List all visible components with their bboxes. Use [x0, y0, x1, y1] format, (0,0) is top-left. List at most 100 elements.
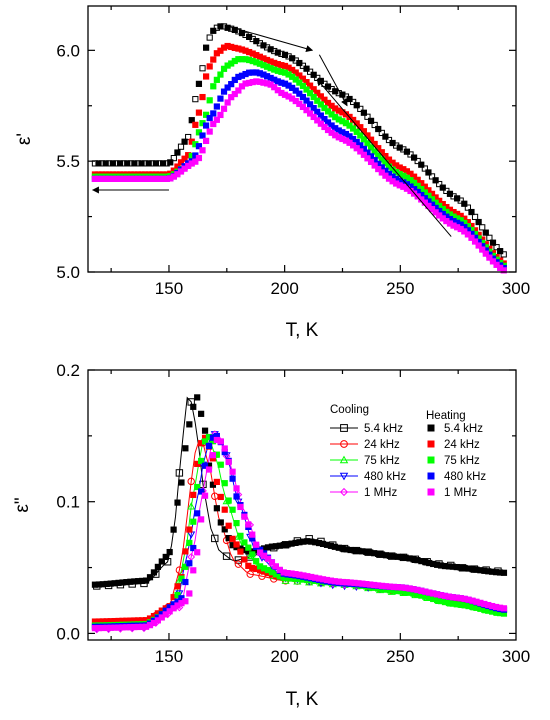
data-point	[367, 158, 375, 166]
data-point	[192, 96, 199, 103]
permittivity-imag-chart: 150 200 250 300 0.0 0.1 0.2 T, K ε" Cooling Heatin…	[12, 361, 530, 710]
data-point	[206, 63, 213, 70]
data-point	[299, 103, 307, 111]
x-tick-label: 150	[155, 647, 183, 666]
data-point	[385, 156, 393, 163]
data-point	[468, 234, 475, 241]
data-point	[360, 136, 367, 143]
data-point	[124, 160, 131, 167]
series-9	[91, 436, 508, 632]
data-point	[425, 169, 432, 176]
data-point	[206, 97, 213, 104]
x-axis-title: T, K	[286, 689, 319, 710]
y-tick-label: 5.0	[56, 263, 80, 282]
data-point	[306, 82, 314, 89]
legend-marker	[427, 488, 435, 496]
data-point	[321, 116, 328, 123]
data-point	[199, 65, 206, 72]
data-point	[364, 113, 371, 120]
data-point	[195, 129, 203, 136]
data-point	[217, 519, 224, 526]
data-point	[246, 33, 253, 40]
legend-label: 1 MHz	[364, 487, 397, 499]
data-point	[306, 101, 314, 108]
data-point	[500, 267, 507, 274]
data-point	[201, 438, 209, 445]
data-point	[382, 133, 389, 140]
data-point	[439, 184, 446, 191]
data-point	[432, 209, 439, 216]
data-point	[410, 154, 418, 161]
data-point	[371, 121, 378, 129]
data-point	[174, 591, 181, 599]
data-point	[231, 26, 238, 34]
data-point	[471, 213, 479, 220]
data-point	[178, 575, 185, 582]
y-tick-label: 0.1	[56, 493, 80, 512]
data-point	[194, 549, 201, 556]
data-point	[185, 133, 192, 141]
data-point	[500, 605, 508, 612]
data-point	[353, 145, 360, 152]
data-point	[138, 160, 145, 167]
data-point	[195, 80, 203, 87]
data-point	[213, 103, 220, 110]
data-point	[357, 105, 364, 112]
data-point	[225, 522, 232, 529]
legend-label: 1 MHz	[444, 487, 477, 499]
data-point	[493, 244, 500, 251]
x-tick-label: 300	[502, 279, 530, 298]
data-point	[195, 109, 203, 116]
data-point	[209, 452, 217, 459]
data-point	[489, 239, 497, 246]
data-point	[464, 231, 471, 238]
data-point	[222, 552, 231, 560]
data-point	[253, 541, 260, 548]
data-point	[475, 218, 482, 226]
data-point	[299, 93, 307, 101]
plot-frame	[87, 369, 517, 641]
data-point	[233, 541, 240, 548]
y-axis-title: ε'	[14, 133, 35, 145]
data-point	[146, 574, 154, 581]
series-4	[91, 78, 507, 274]
data-point	[303, 97, 310, 104]
data-point	[210, 110, 217, 117]
data-point	[357, 132, 364, 139]
data-point	[378, 169, 385, 176]
data-point	[245, 521, 252, 528]
data-point	[432, 177, 439, 184]
data-point	[203, 44, 210, 51]
data-point	[201, 492, 209, 499]
data-point	[321, 96, 328, 103]
data-point	[303, 86, 310, 93]
data-point	[233, 520, 240, 527]
x-tick-label: 300	[502, 647, 530, 666]
data-point	[95, 160, 102, 167]
data-point	[350, 125, 357, 132]
data-point	[317, 93, 324, 100]
data-point	[192, 121, 199, 128]
data-point	[364, 155, 371, 162]
data-point	[396, 144, 403, 151]
plot-frame	[87, 5, 517, 273]
series-3	[91, 69, 507, 272]
data-point	[159, 160, 167, 167]
data-point	[314, 97, 321, 104]
legend-label: 24 kHz	[364, 439, 400, 451]
plot-area	[91, 23, 507, 274]
data-point	[332, 88, 339, 95]
data-point	[382, 160, 389, 167]
data-point	[237, 532, 244, 539]
y-tick-label: 0.0	[56, 624, 80, 643]
data-point	[482, 229, 489, 236]
data-point	[217, 438, 224, 445]
data-point	[158, 558, 165, 565]
data-point	[102, 160, 109, 167]
data-point	[475, 242, 482, 249]
data-point	[152, 160, 160, 167]
data-point	[471, 238, 479, 245]
data-point	[353, 128, 360, 135]
data-point	[186, 590, 193, 597]
